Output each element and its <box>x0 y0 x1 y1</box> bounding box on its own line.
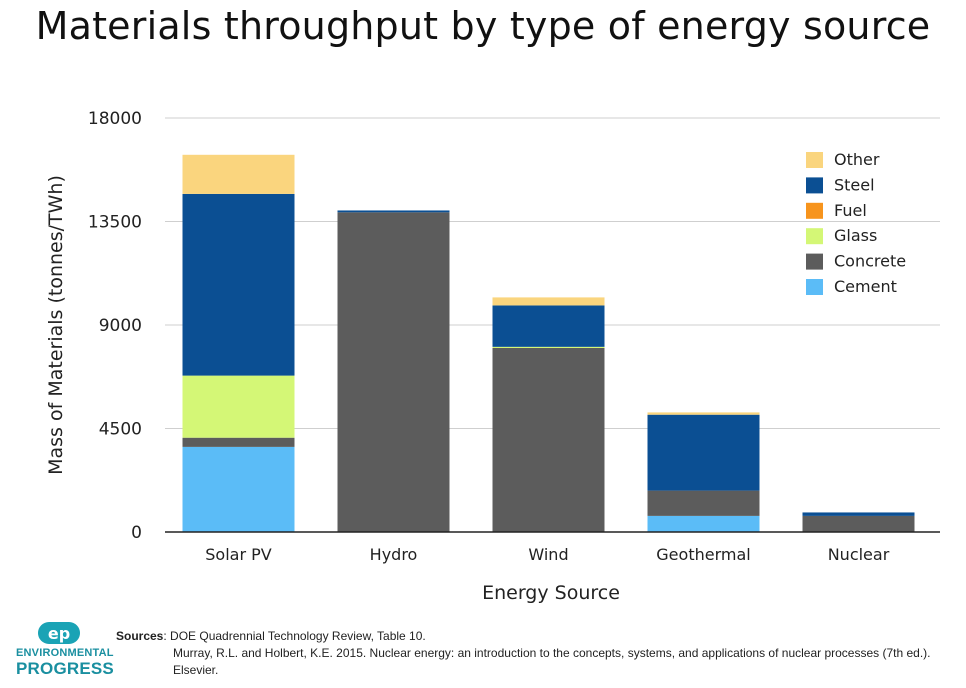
x-tick-label: Hydro <box>370 545 418 564</box>
y-tick-label: 9000 <box>99 316 142 336</box>
bar-segment-concrete <box>337 212 450 533</box>
legend-swatch-concrete <box>806 253 823 270</box>
legend-swatch-glass <box>806 228 823 245</box>
chart-title: Materials throughput by type of energy s… <box>35 4 931 48</box>
bar-segment-other <box>647 412 760 415</box>
sources-note: Sources: DOE Quadrennial Technology Revi… <box>116 628 956 679</box>
bar-segment-steel <box>337 210 450 213</box>
sources-label: Sources <box>116 629 164 643</box>
sources-line-1: : DOE Quadrennial Technology Review, Tab… <box>163 629 426 643</box>
bar-segment-glass <box>182 375 295 438</box>
logo-text-progress: PROGRESS <box>16 659 114 678</box>
y-tick-label: 4500 <box>99 420 142 440</box>
y-tick-label: 0 <box>131 523 142 543</box>
y-tick-label: 18000 <box>88 109 142 129</box>
bar-segment-other <box>182 154 295 194</box>
legend-label-cement: Cement <box>834 277 897 296</box>
legend-swatch-cement <box>806 279 823 295</box>
bar-segment-steel <box>492 305 605 347</box>
legend: Other Steel Fuel Glass Concrete Cement <box>806 150 906 296</box>
bars <box>182 154 915 533</box>
legend-label-steel: Steel <box>834 175 875 194</box>
bar-segment-concrete <box>492 348 605 532</box>
axes: 0 4500 9000 13500 18000 Solar PV Hydro Wind Geot… <box>88 109 940 564</box>
bar-segment-glass <box>492 346 605 348</box>
legend-label-other: Other <box>834 150 880 169</box>
chart-svg: 0 4500 9000 13500 18000 Solar PV Hydro Wind Geot… <box>45 109 940 604</box>
y-tick-label: 13500 <box>88 213 142 233</box>
y-axis-title: Mass of Materials (tonnes/TWh) <box>45 175 67 475</box>
bar-segment-cement <box>182 446 295 532</box>
legend-label-fuel: Fuel <box>834 201 867 220</box>
svg-text:ep: ep <box>48 624 70 643</box>
bar-segment-concrete <box>802 515 915 532</box>
x-tick-label: Solar PV <box>205 545 272 564</box>
logo-text-environmental: ENVIRONMENTAL <box>16 647 114 659</box>
bar-segment-cement <box>647 515 760 532</box>
x-axis-title: Energy Source <box>482 582 620 604</box>
legend-label-glass: Glass <box>834 226 877 245</box>
bar-segment-steel <box>802 512 915 516</box>
environmental-progress-logo: ep ENVIRONMENTAL PROGRESS <box>16 618 114 678</box>
legend-swatch-other <box>806 152 823 168</box>
x-tick-label: Geothermal <box>656 545 750 564</box>
bar-segment-steel <box>182 193 295 376</box>
legend-swatch-steel <box>806 177 823 194</box>
bar-segment-other <box>492 297 605 306</box>
bar-segment-concrete <box>647 490 760 516</box>
x-tick-label: Wind <box>528 545 568 564</box>
legend-swatch-fuel <box>806 202 823 219</box>
ep-logo-icon: ep <box>38 622 80 644</box>
legend-label-concrete: Concrete <box>834 252 906 271</box>
x-tick-label: Nuclear <box>828 545 890 564</box>
bar-segment-steel <box>647 414 760 491</box>
bar-segment-concrete <box>182 437 295 447</box>
sources-line-2: Murray, R.L. and Holbert, K.E. 2015. Nuc… <box>173 646 931 677</box>
